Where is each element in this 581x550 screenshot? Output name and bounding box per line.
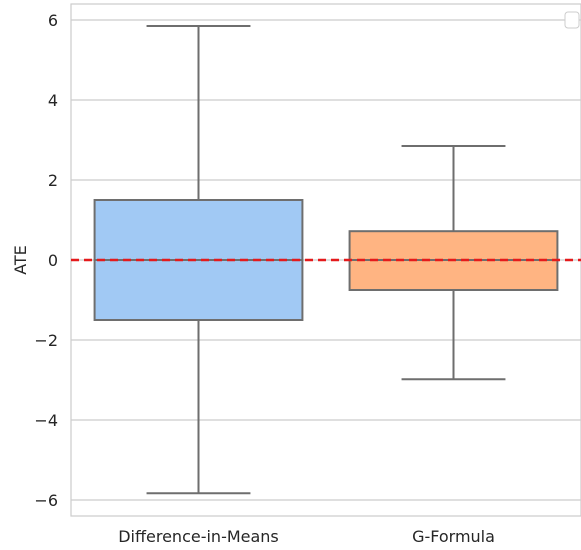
y-axis-label: ATE bbox=[11, 245, 30, 275]
box-group bbox=[348, 145, 559, 381]
x-tick-labels: Difference-in-Means G-Formula bbox=[118, 527, 495, 546]
y-tick-label: −6 bbox=[34, 491, 58, 510]
y-tick-labels: 6 4 2 0 −2 −4 −6 bbox=[34, 11, 58, 510]
x-tick-label: Difference-in-Means bbox=[118, 527, 279, 546]
y-tick-label: −4 bbox=[34, 411, 58, 430]
y-tick-label: 6 bbox=[48, 11, 58, 30]
x-tick-label: G-Formula bbox=[412, 527, 495, 546]
y-tick-label: 2 bbox=[48, 171, 58, 190]
y-tick-label: −2 bbox=[34, 331, 58, 350]
y-tick-label: 4 bbox=[48, 91, 58, 110]
legend-box bbox=[564, 11, 580, 29]
y-tick-label: 0 bbox=[48, 251, 58, 270]
